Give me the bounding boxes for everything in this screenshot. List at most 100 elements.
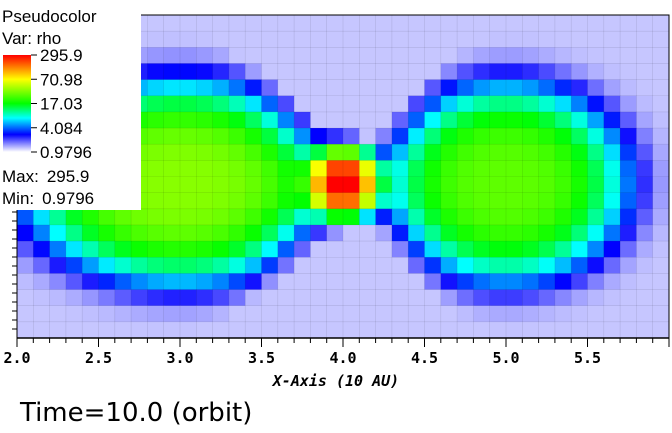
heatmap-cell [163,257,181,274]
heatmap-cell [277,31,295,48]
heatmap-cell [636,257,654,274]
heatmap-cell [310,111,328,129]
colorbar-label: 4.084 [40,119,83,138]
heatmap-cell [620,305,637,323]
heatmap-cell [245,31,262,48]
heatmap-cell [294,176,311,194]
heatmap-cell [587,160,605,177]
heatmap-cell [261,257,279,274]
heatmap-cell [424,192,442,210]
heatmap-cell [359,192,377,210]
heatmap-cell [294,305,311,323]
heatmap-cell [163,128,181,145]
heatmap-cell [49,289,67,307]
heatmap-cell [228,31,246,48]
heatmap-cell [326,15,344,32]
heatmap-cell [473,257,491,274]
heatmap-cell [620,289,637,307]
heatmap-cell [603,176,621,194]
heatmap-cell [489,160,507,177]
heatmap-cell [163,160,181,177]
heatmap-cell [506,79,523,97]
heatmap-cell [277,15,295,32]
heatmap-cell [33,224,51,242]
heatmap-cell [147,321,165,339]
heatmap-cell [522,224,540,242]
heatmap-cell [620,47,637,64]
heatmap-cell [131,305,148,323]
heatmap-cell [489,176,507,194]
heatmap-cell [343,273,360,291]
heatmap-cell [652,47,670,64]
heatmap-cell [652,95,670,113]
heatmap-cell [180,273,197,291]
heatmap-cell [245,128,262,145]
heatmap-cell [554,111,572,129]
heatmap-cell [587,111,605,129]
heatmap-cell [310,144,328,161]
heatmap-cell [506,144,523,161]
heatmap-cell [228,63,246,81]
heatmap-cell [652,144,670,161]
heatmap-cell [571,273,588,291]
colorbar-label: 17.03 [40,95,83,114]
heatmap-cell [473,273,491,291]
heatmap-cell [506,241,523,258]
heatmap-cell [180,192,197,210]
heatmap-cell [375,15,393,32]
heatmap-cell [440,144,458,161]
heatmap-cell [571,79,588,97]
heatmap-cell [506,63,523,81]
heatmap-cell [98,321,116,339]
x-tick-label: 5.5 [574,349,601,367]
heatmap-cell [424,144,442,161]
x-tick-label: 3.0 [166,349,193,367]
time-annotation: Time=10.0 (orbit) [19,398,252,428]
heatmap-cell [212,128,230,145]
heatmap-cell [408,176,425,194]
heatmap-cell [538,224,556,242]
heatmap-cell [277,241,295,258]
heatmap-cell [522,289,540,307]
heatmap-cell [310,176,328,194]
heatmap-cell [196,144,214,161]
heatmap-cell [261,224,279,242]
heatmap-cell [457,31,474,48]
heatmap-cell [636,63,654,81]
heatmap-cell [636,305,654,323]
heatmap-cell [131,257,148,274]
heatmap-cell [375,224,393,242]
heatmap-cell [620,160,637,177]
heatmap-cell [424,15,442,32]
heatmap-cell [147,289,165,307]
legend-title: Pseudocolor [2,7,97,26]
heatmap-cell [571,63,588,81]
heatmap-cell [587,305,605,323]
heatmap-cell [620,31,637,48]
heatmap-cell [391,15,409,32]
heatmap-cell [506,176,523,194]
heatmap-cell [310,160,328,177]
heatmap-cell [424,273,442,291]
heatmap-cell [310,128,328,145]
mesh-grid-lines [17,15,669,338]
heatmap-cell [473,144,491,161]
heatmap-cell [489,31,507,48]
heatmap-cell [391,321,409,339]
heatmap-cell [98,241,116,258]
heatmap-cell [538,241,556,258]
heatmap-cell [33,321,51,339]
heatmap-cell [326,289,344,307]
max-label: Max: 295.9 [2,167,89,186]
heatmap-cell [147,208,165,226]
heatmap-cell [652,79,670,97]
heatmap-cell [457,208,474,226]
heatmap-cell [261,289,279,307]
heatmap-cell [440,111,458,129]
heatmap-cell [228,321,246,339]
heatmap-cell [391,160,409,177]
heatmap-cell [17,305,34,323]
heatmap-cell [408,160,425,177]
heatmap-cell [245,321,262,339]
heatmap-cell [228,241,246,258]
